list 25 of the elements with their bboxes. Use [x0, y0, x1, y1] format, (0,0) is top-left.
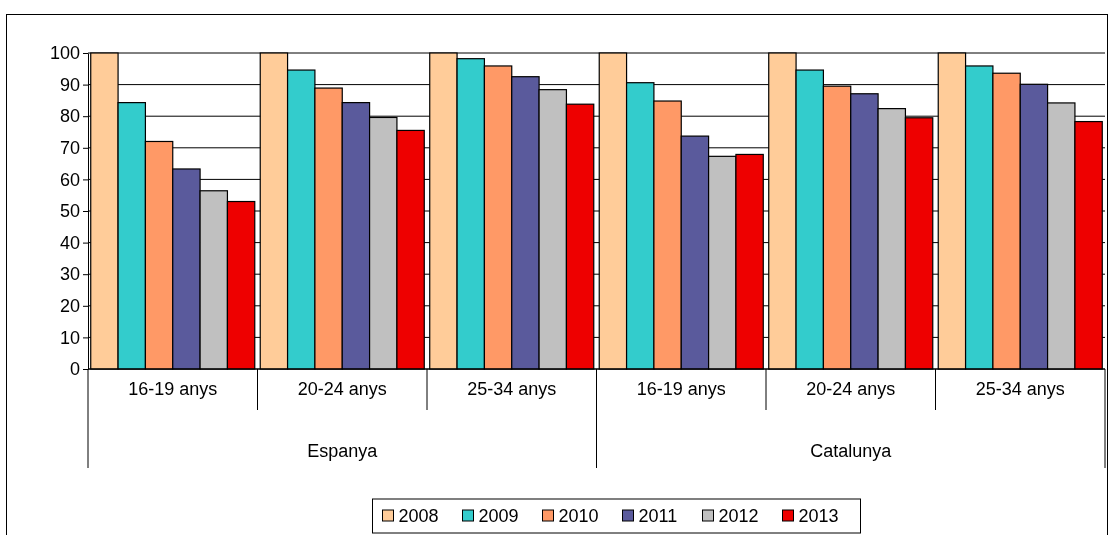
legend-label: 2011	[638, 506, 678, 526]
y-tick-label: 70	[59, 138, 80, 159]
y-tick-label: 10	[59, 327, 80, 348]
x-tick-label: 25-34 anys	[467, 379, 557, 399]
legend-label: 2009	[478, 506, 519, 526]
y-tick-label: 50	[59, 201, 80, 222]
y-tick-label: 60	[59, 169, 80, 190]
x-tick-label: 16-19 anys	[128, 379, 218, 399]
y-tick-label: 90	[59, 74, 80, 95]
legend-label: 2008	[398, 506, 439, 526]
y-tick-label: 100	[49, 43, 80, 64]
text: Catalunya	[810, 441, 893, 461]
x-tick-label: 16-19 anys	[636, 379, 726, 399]
y-tick-label: 0	[69, 359, 80, 380]
y-tick-label: 30	[59, 264, 80, 285]
text: Espanya	[307, 441, 379, 461]
y-tick-label: 80	[59, 106, 80, 127]
x-tick-label: 20-24 anys	[806, 379, 896, 399]
legend-label: 2012	[718, 506, 759, 526]
y-tick-label: 20	[59, 296, 80, 317]
x-tick-label: 20-24 anys	[297, 379, 387, 399]
legend-label: 2010	[558, 506, 599, 526]
y-tick-label: 40	[59, 232, 80, 253]
x-tick-label: 25-34 anys	[975, 379, 1065, 399]
legend-label: 2013	[798, 506, 839, 526]
